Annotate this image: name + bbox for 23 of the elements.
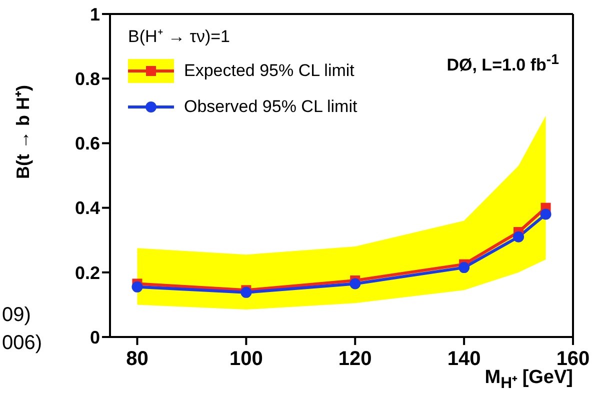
y-tick-label: 0.6 — [74, 134, 100, 154]
legend-label: Observed 95% CL limit — [184, 97, 358, 117]
point — [458, 262, 470, 274]
y-tick-label: 0 — [90, 327, 100, 348]
point — [132, 281, 143, 292]
point — [540, 208, 552, 220]
legend-label: Expected 95% CL limit — [184, 61, 354, 81]
y-tick-label: 0.2 — [74, 262, 100, 283]
annotation: DØ, L=1.0 fb$^{-1}$ — [446, 52, 559, 76]
y-tick-label: 1 — [90, 4, 100, 24]
legend-title: B(H⁺ → τν)=1 — [128, 26, 231, 47]
x-tick-label: 80 — [126, 348, 148, 370]
x-tick-label: 140 — [447, 348, 481, 370]
x-tick-label: 120 — [338, 348, 372, 370]
point — [350, 278, 361, 290]
x-tick-label: 100 — [229, 348, 263, 370]
point — [513, 231, 524, 242]
y-tick-label: 0.4 — [74, 198, 100, 218]
y-tick-label: 0.8 — [74, 68, 100, 89]
text: 006) — [2, 332, 42, 355]
point — [240, 286, 252, 298]
y-axis-title: B(t → b H⁺) — [12, 85, 34, 179]
text: 09) — [2, 304, 31, 327]
